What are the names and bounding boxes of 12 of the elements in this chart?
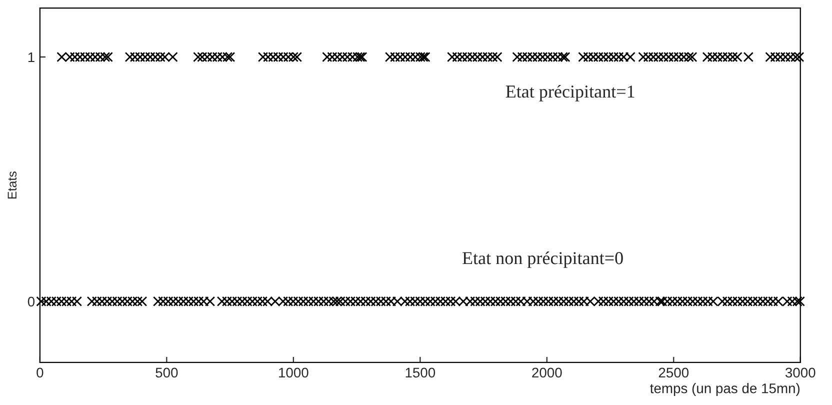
x-tick-label: 2500 [658, 368, 689, 378]
x-tick-label: 500 [156, 368, 178, 378]
annotation: Etat précipitant=1 [506, 84, 634, 102]
x-tick-label: 2000 [532, 368, 562, 378]
y-tick-label: 1 [28, 52, 34, 62]
x-tick-label: 1500 [406, 368, 436, 378]
x-tick-label: 0 [36, 368, 44, 378]
y-axis-title: Etats [8, 171, 17, 199]
x-tick-label: 1000 [279, 368, 308, 378]
x-tick-label: 3000 [785, 368, 816, 378]
annotation: Etat non précipitant=0 [462, 252, 623, 268]
x-axis-title: temps (un pas de 15mn) [650, 383, 800, 396]
